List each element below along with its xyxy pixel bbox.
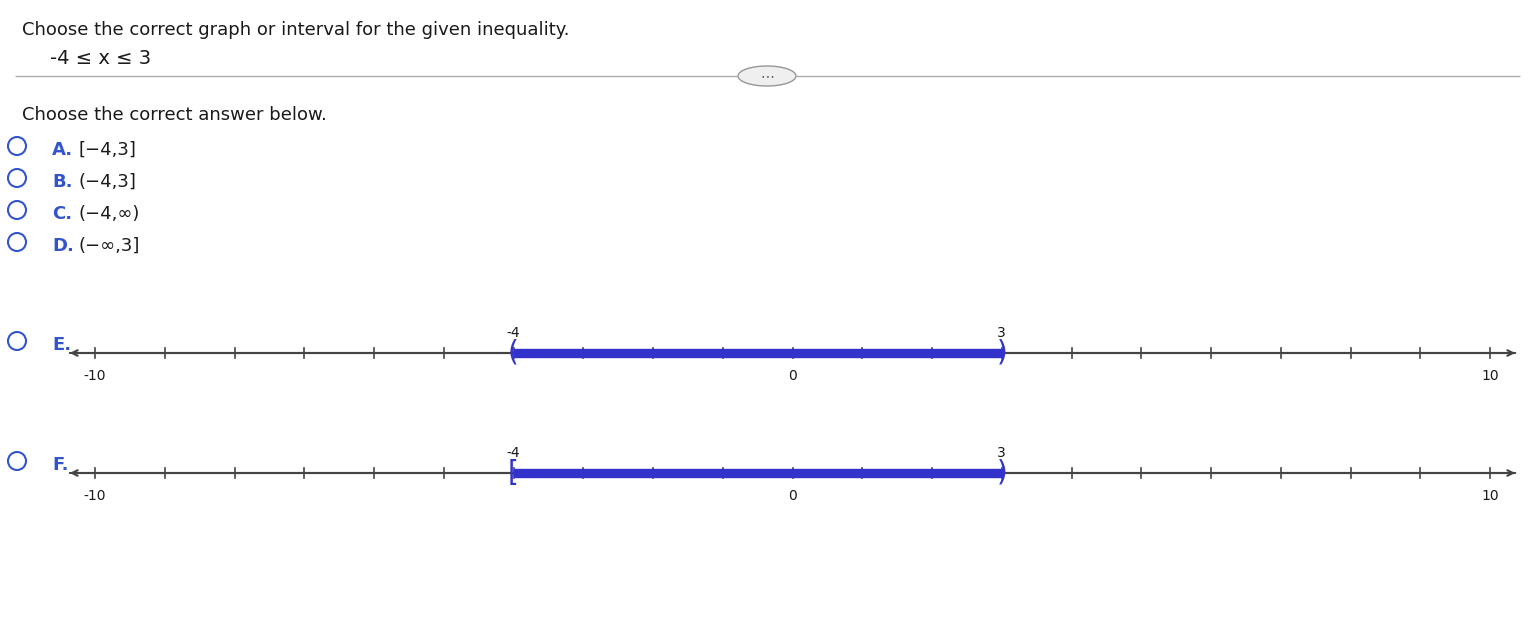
Text: -4 ≤ x ≤ 3: -4 ≤ x ≤ 3 (51, 49, 152, 68)
Text: ⋯: ⋯ (759, 69, 775, 83)
Text: ): ) (997, 459, 1008, 487)
Text: Choose the correct answer below.: Choose the correct answer below. (21, 106, 327, 124)
Text: (: ( (508, 339, 518, 367)
Text: 3: 3 (997, 326, 1006, 340)
Text: A.: A. (52, 141, 74, 159)
Text: 0: 0 (788, 489, 796, 503)
Text: D.: D. (52, 237, 74, 255)
Text: B.: B. (52, 173, 72, 191)
Text: (−4,3]: (−4,3] (78, 173, 137, 191)
Text: 0: 0 (788, 369, 796, 383)
Ellipse shape (738, 66, 796, 86)
Text: F.: F. (52, 456, 69, 474)
Text: ): ) (997, 339, 1008, 367)
Text: (−∞,3]: (−∞,3] (78, 237, 140, 255)
Text: -10: -10 (84, 489, 106, 503)
Text: -4: -4 (506, 446, 520, 460)
Bar (514, 469, 1002, 477)
Text: Choose the correct graph or interval for the given inequality.: Choose the correct graph or interval for… (21, 21, 569, 39)
Text: 10: 10 (1482, 369, 1499, 383)
Text: C.: C. (52, 205, 72, 223)
Text: -4: -4 (506, 326, 520, 340)
Text: [: [ (508, 459, 518, 487)
Text: 3: 3 (997, 446, 1006, 460)
Bar (514, 349, 1002, 357)
Text: -10: -10 (84, 369, 106, 383)
Text: 10: 10 (1482, 489, 1499, 503)
Text: (−4,∞): (−4,∞) (78, 205, 140, 223)
Text: E.: E. (52, 336, 71, 354)
Text: [−4,3]: [−4,3] (78, 141, 137, 159)
